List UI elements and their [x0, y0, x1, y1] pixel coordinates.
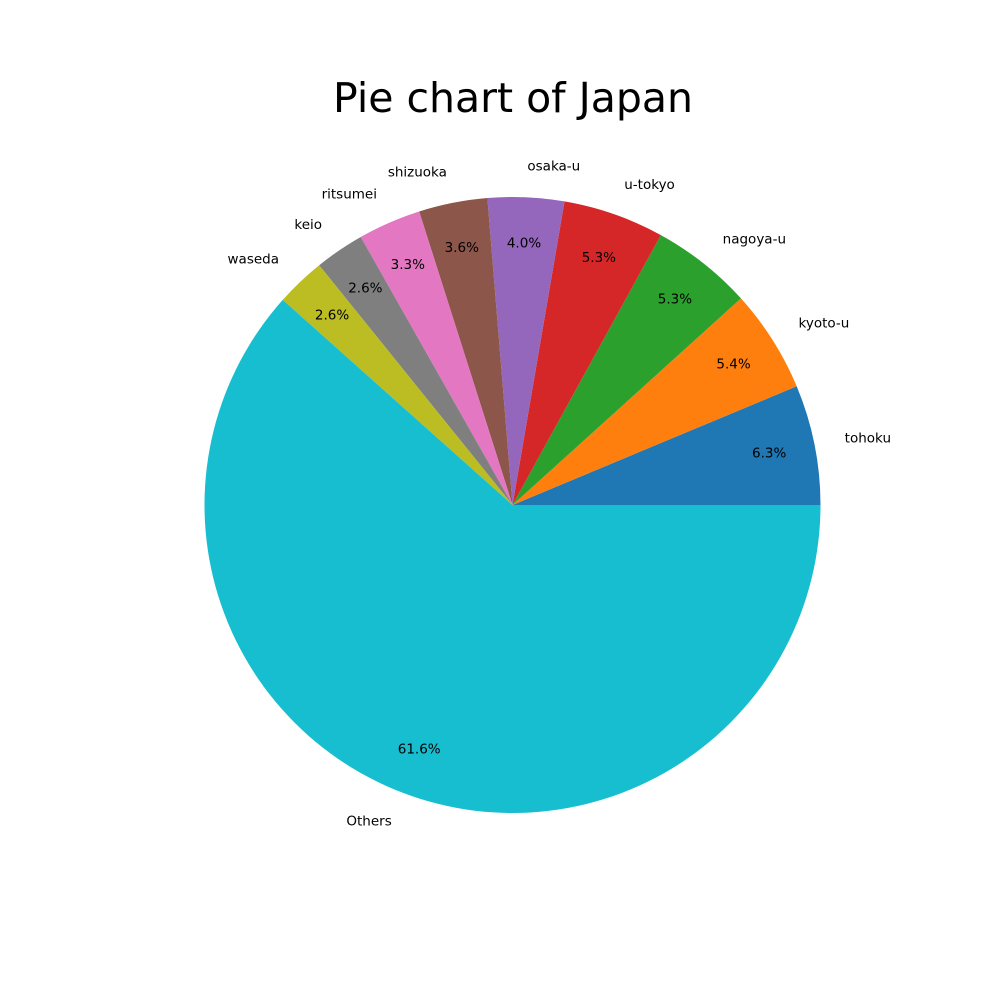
slice-label-osaka-u: osaka-u: [527, 159, 580, 175]
slice-label-keio: keio: [294, 217, 322, 233]
slice-percent-others: 61.6%: [398, 742, 441, 758]
slice-percent-keio: 2.6%: [348, 280, 382, 296]
slice-percent-osaka-u: 4.0%: [507, 235, 541, 251]
slice-label-ritsumei: ritsumei: [322, 186, 377, 202]
slice-percent-nagoya-u: 5.3%: [658, 292, 692, 308]
chart-title: Pie chart of Japan: [333, 74, 693, 122]
pie-slices: [204, 197, 821, 814]
pie-slice-nagoya-u: [512, 235, 741, 506]
pie-slice-kyoto-u: [512, 298, 797, 505]
slice-percent-tohoku: 6.3%: [752, 446, 786, 462]
slice-percent-kyoto-u: 5.4%: [716, 357, 750, 373]
slice-label-tohoku: tohoku: [845, 430, 891, 446]
slice-label-nagoya-u: nagoya-u: [723, 231, 786, 247]
pie-labels: tohoku 6.3% kyoto-u 5.4% nagoya-u 5.3% u-tokyo…: [228, 159, 891, 830]
slice-percent-u-tokyo: 5.3%: [582, 250, 616, 266]
slice-percent-shizuoka: 3.6%: [445, 240, 479, 256]
pie-slice-osaka-u: [487, 197, 565, 505]
pie-slice-shizuoka: [419, 198, 513, 505]
slice-percent-waseda: 2.6%: [315, 307, 349, 323]
pie-slice-tohoku: [512, 386, 821, 505]
pie-slice-ritsumei: [360, 211, 513, 505]
slice-label-u-tokyo: u-tokyo: [624, 177, 675, 193]
slice-label-kyoto-u: kyoto-u: [799, 315, 850, 331]
slice-label-waseda: waseda: [228, 251, 280, 267]
slice-label-shizuoka: shizuoka: [388, 165, 447, 181]
pie-slice-waseda: [282, 265, 513, 505]
slice-percent-ritsumei: 3.3%: [391, 257, 425, 273]
slice-label-others: Others: [346, 814, 391, 830]
pie-slice-u-tokyo: [512, 201, 661, 506]
pie-slice-keio: [319, 236, 513, 505]
pie-slice-others: [204, 299, 821, 814]
